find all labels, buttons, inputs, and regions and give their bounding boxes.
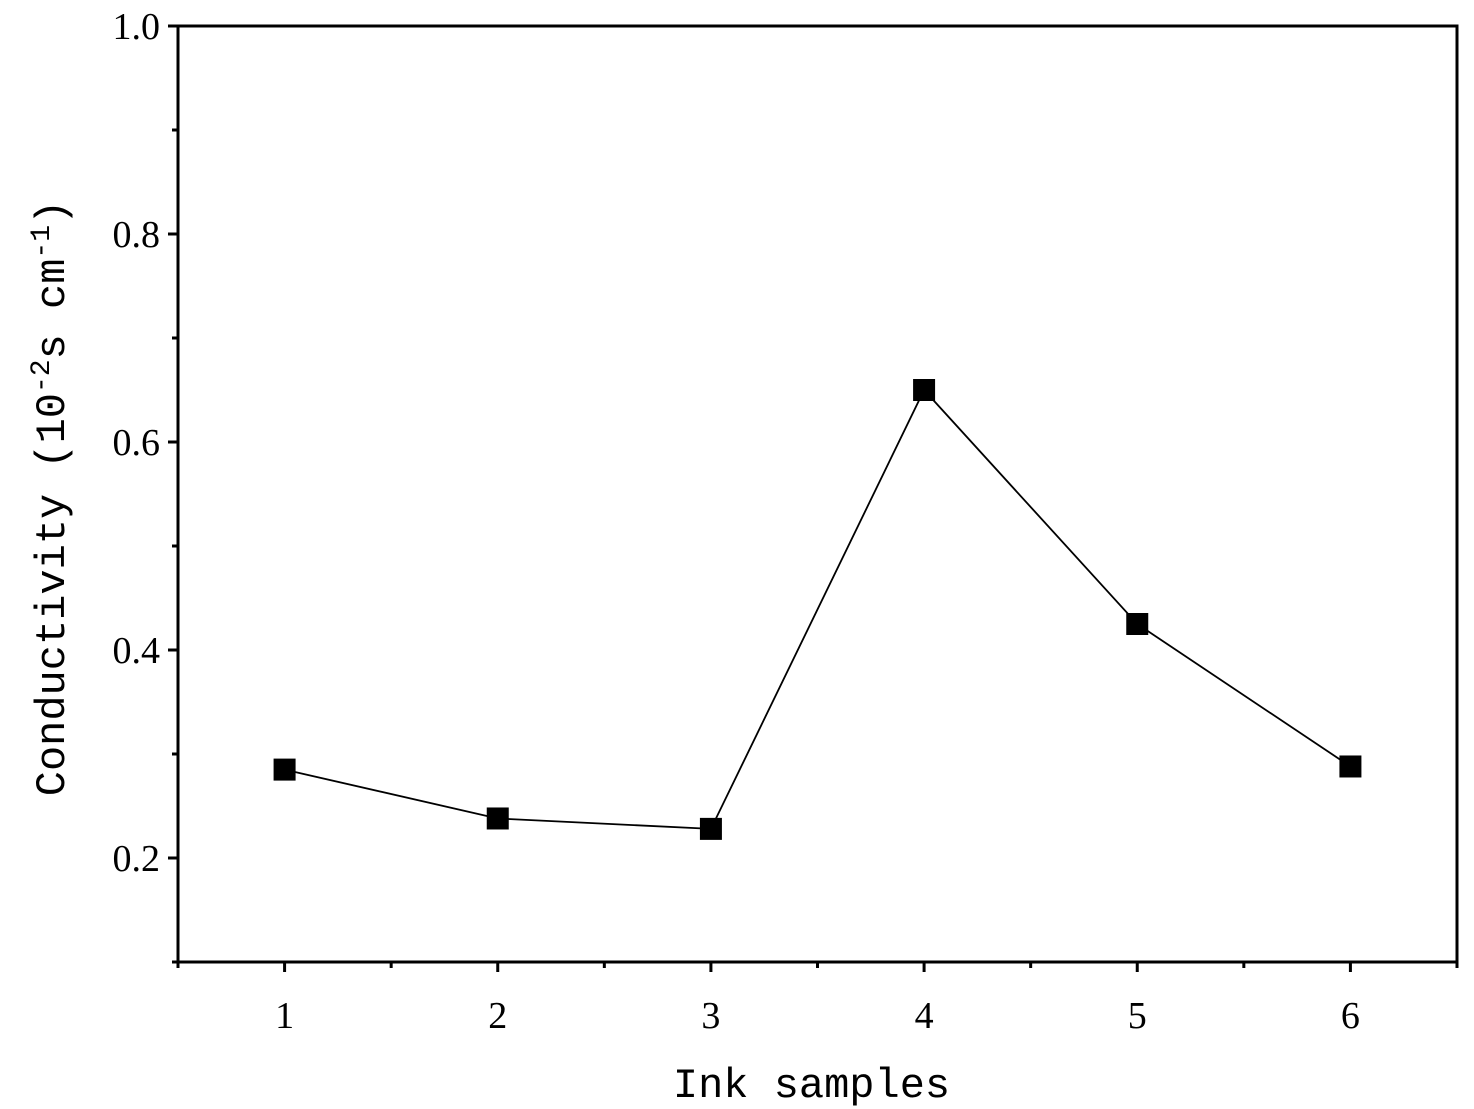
x-tick-label: 6: [1341, 995, 1360, 1037]
data-point: [1339, 755, 1362, 778]
data-point: [486, 807, 509, 830]
x-tick-label: 4: [915, 995, 934, 1037]
y-axis-title-part: ): [29, 200, 77, 225]
y-axis-title-part: s cm: [29, 259, 77, 360]
y-axis-title-superscript: -1: [27, 225, 58, 259]
y-axis-title-superscript: -2: [27, 359, 58, 393]
data-point: [273, 758, 296, 781]
series-line: [284, 388, 1351, 830]
y-tick-label: 1.0: [113, 6, 161, 48]
y-tick-label: 0.2: [113, 838, 161, 880]
x-tick-label: 3: [701, 995, 720, 1037]
y-axis-title-part: Conductivity (10: [29, 393, 77, 796]
data-point: [1126, 613, 1149, 635]
x-tick-label: 1: [275, 995, 294, 1037]
y-axis-title: Conductivity (10-2s cm-1): [27, 200, 78, 797]
y-tick-label: 0.8: [113, 214, 161, 256]
x-axis-title: Ink samples: [673, 1062, 950, 1109]
data-point: [699, 817, 722, 840]
x-tick-label: 5: [1128, 995, 1147, 1037]
data-point: [913, 379, 936, 401]
plot-frame: [176, 24, 1459, 964]
y-tick-label: 0.4: [113, 630, 161, 672]
x-tick-label: 2: [488, 995, 507, 1037]
y-tick-label: 0.6: [113, 422, 161, 464]
